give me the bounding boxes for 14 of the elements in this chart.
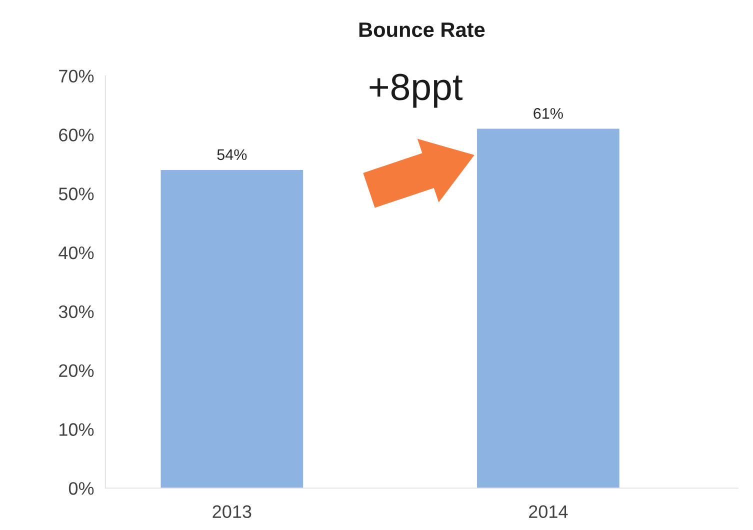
data-label: 54% — [217, 149, 247, 160]
y-tick-label: 20% — [59, 364, 94, 378]
y-tick-label: 40% — [58, 246, 94, 260]
y-tick-label: 50% — [58, 188, 94, 200]
x-tick-label: 2013 — [212, 505, 252, 518]
y-tick-label: 0% — [68, 482, 94, 495]
x-tick-label: 2014 — [529, 505, 568, 518]
y-tick-label: 70% — [59, 70, 94, 83]
data-label: 61% — [534, 108, 563, 119]
chart-title: Bounce Rate — [359, 22, 485, 38]
annotation: +8ppt — [370, 74, 463, 108]
y-tick-label: 10% — [60, 423, 94, 436]
y-tick-label: 30% — [58, 305, 94, 318]
y-tick-label: 60% — [59, 128, 94, 142]
